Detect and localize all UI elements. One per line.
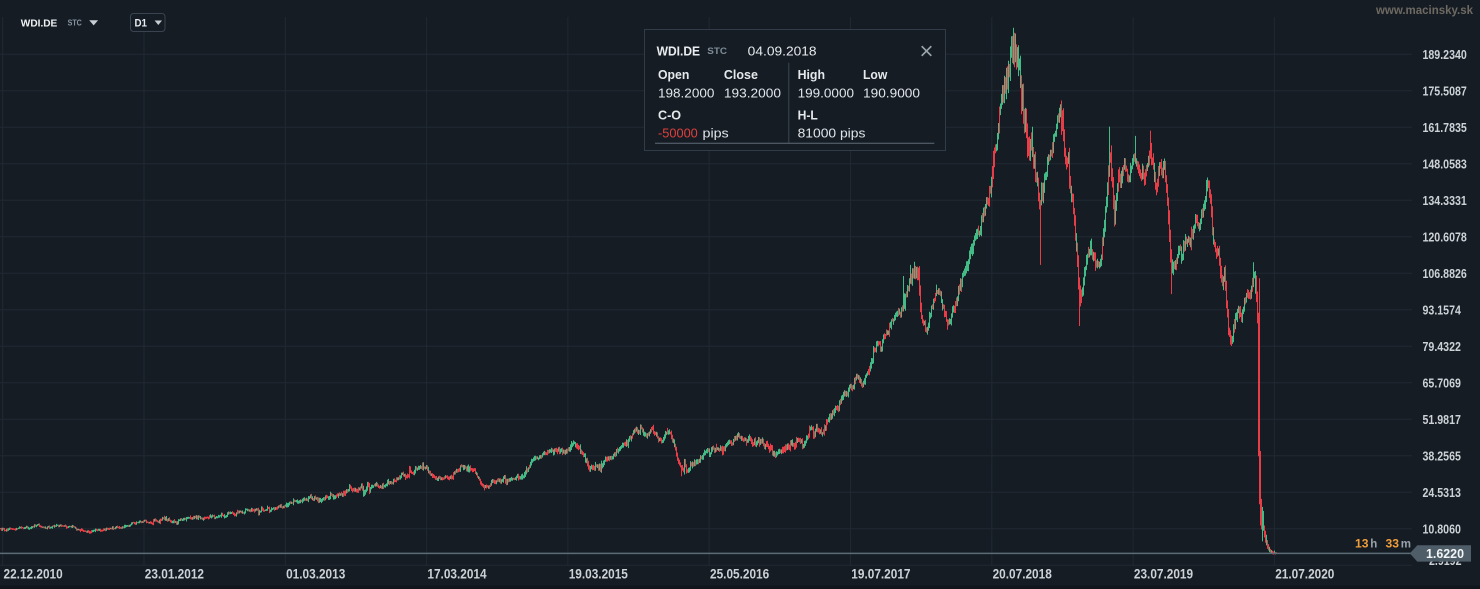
svg-text:High: High	[798, 67, 825, 82]
svg-text:199.0000: 199.0000	[798, 86, 854, 101]
svg-text:WDI.DE: WDI.DE	[21, 17, 58, 29]
svg-text:33: 33	[1386, 539, 1400, 551]
svg-text:148.0583: 148.0583	[1423, 156, 1467, 171]
svg-text:81000 pips: 81000 pips	[798, 126, 866, 141]
svg-text:19.03.2015: 19.03.2015	[569, 566, 628, 582]
svg-text:25.05.2016: 25.05.2016	[710, 566, 769, 582]
svg-text:134.3331: 134.3331	[1423, 193, 1467, 208]
svg-text:17.03.2014: 17.03.2014	[427, 566, 486, 582]
svg-text:65.7069: 65.7069	[1423, 375, 1461, 390]
svg-text:10.8060: 10.8060	[1423, 521, 1461, 536]
svg-text:C-O: C-O	[658, 108, 681, 123]
svg-text:20.07.2018: 20.07.2018	[993, 566, 1052, 582]
svg-text:H-L: H-L	[798, 108, 818, 123]
svg-text:161.7835: 161.7835	[1423, 120, 1467, 135]
svg-text:1.6220: 1.6220	[1426, 547, 1464, 561]
svg-text:193.2000: 193.2000	[724, 86, 781, 101]
svg-text:13: 13	[1355, 539, 1369, 551]
svg-text:01.03.2013: 01.03.2013	[286, 566, 345, 582]
svg-text:198.2000: 198.2000	[658, 86, 714, 101]
svg-text:38.2565: 38.2565	[1423, 448, 1461, 463]
svg-text:-50000: -50000	[658, 126, 698, 141]
svg-text:190.9000: 190.9000	[863, 86, 920, 101]
svg-text:79.4322: 79.4322	[1423, 339, 1461, 354]
svg-text:www.macinsky.sk: www.macinsky.sk	[1375, 5, 1474, 17]
svg-text:Open: Open	[658, 67, 689, 82]
svg-text:21.07.2020: 21.07.2020	[1275, 566, 1334, 582]
svg-text:Close: Close	[724, 67, 758, 82]
svg-text:pips: pips	[703, 126, 730, 141]
svg-text:175.5087: 175.5087	[1423, 83, 1467, 98]
svg-text:D1: D1	[135, 18, 148, 30]
svg-text:19.07.2017: 19.07.2017	[851, 566, 910, 582]
svg-text:Low: Low	[863, 67, 888, 82]
svg-text:STC: STC	[68, 17, 82, 27]
svg-text:93.1574: 93.1574	[1423, 302, 1462, 317]
svg-text:h: h	[1370, 539, 1377, 551]
svg-text:106.8826: 106.8826	[1423, 266, 1467, 281]
svg-text:WDI.DE: WDI.DE	[657, 43, 701, 58]
svg-text:STC: STC	[707, 46, 727, 57]
svg-text:24.5313: 24.5313	[1423, 485, 1461, 500]
svg-text:22.12.2010: 22.12.2010	[4, 566, 63, 582]
svg-text:51.9817: 51.9817	[1423, 412, 1461, 427]
svg-text:m: m	[1401, 539, 1411, 551]
svg-text:120.6078: 120.6078	[1423, 229, 1467, 244]
svg-text:04.09.2018: 04.09.2018	[748, 43, 817, 58]
svg-text:23.01.2012: 23.01.2012	[145, 566, 204, 582]
svg-text:189.2340: 189.2340	[1423, 47, 1467, 62]
svg-text:23.07.2019: 23.07.2019	[1134, 566, 1193, 582]
